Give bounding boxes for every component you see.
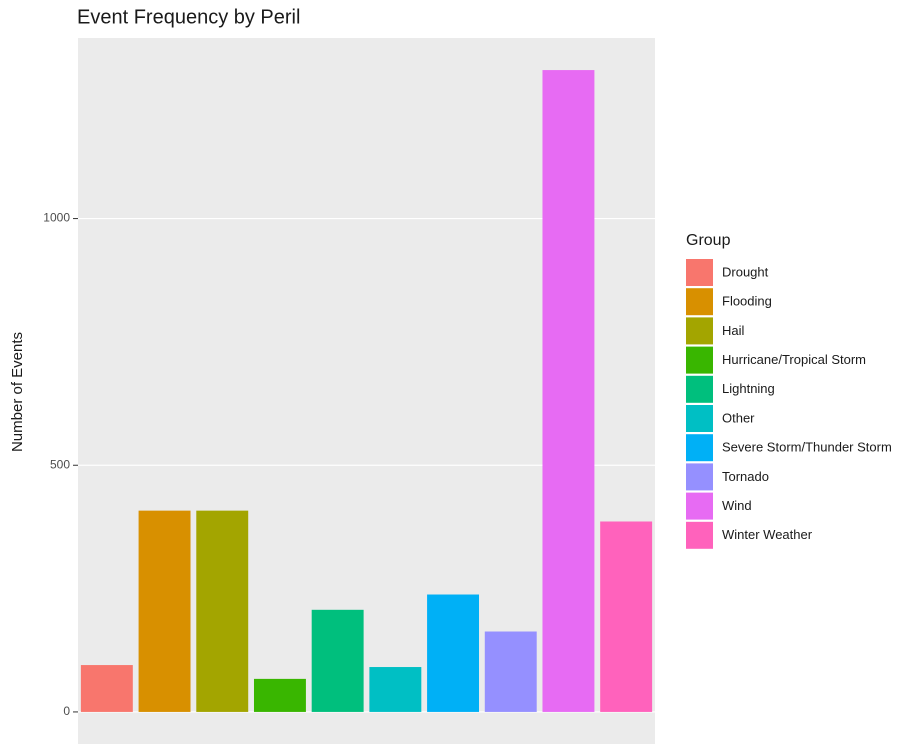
bar bbox=[253, 678, 306, 712]
bar bbox=[196, 510, 249, 712]
bar bbox=[311, 609, 364, 712]
chart-title: Event Frequency by Peril bbox=[77, 6, 300, 28]
bar bbox=[80, 665, 133, 712]
legend-key bbox=[686, 375, 713, 403]
legend-key bbox=[686, 317, 713, 345]
legend-title: Group bbox=[686, 232, 731, 249]
legend-key bbox=[686, 521, 713, 549]
legend-key bbox=[686, 346, 713, 374]
legend-key bbox=[686, 492, 713, 520]
y-tick-label: 500 bbox=[50, 457, 70, 471]
legend-label: Severe Storm/Thunder Storm bbox=[722, 440, 892, 455]
y-axis-title: Number of Events bbox=[9, 332, 26, 452]
bar bbox=[427, 594, 480, 712]
legend-label: Hail bbox=[722, 323, 745, 338]
legend-label: Winter Weather bbox=[722, 527, 813, 542]
legend-label: Other bbox=[722, 410, 755, 425]
bar bbox=[484, 631, 537, 712]
bar bbox=[369, 667, 422, 712]
legend-label: Wind bbox=[722, 498, 752, 513]
bar bbox=[542, 70, 595, 712]
bar bbox=[600, 521, 653, 712]
legend-key bbox=[686, 259, 713, 286]
y-tick-label: 0 bbox=[63, 704, 70, 718]
y-tick-label: 1000 bbox=[43, 211, 70, 225]
legend-key bbox=[686, 288, 713, 316]
legend-label: Drought bbox=[722, 264, 769, 279]
legend-label: Tornado bbox=[722, 469, 769, 484]
legend-label: Hurricane/Tropical Storm bbox=[722, 352, 866, 367]
legend-key bbox=[686, 434, 713, 462]
legend-label: Lightning bbox=[722, 381, 775, 396]
legend-label: Flooding bbox=[722, 294, 772, 309]
legend-key bbox=[686, 463, 713, 491]
legend-key bbox=[686, 405, 713, 432]
bar bbox=[138, 510, 191, 712]
